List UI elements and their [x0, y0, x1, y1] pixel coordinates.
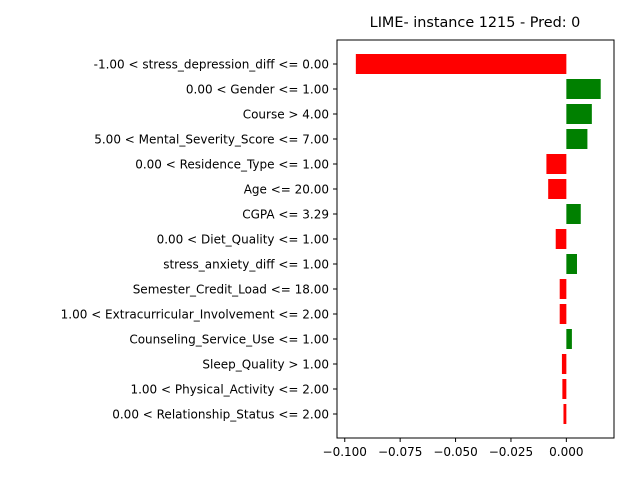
y-tick-label: Sleep_Quality > 1.00 — [202, 358, 329, 372]
x-tick-label: −0.100 — [323, 445, 367, 459]
bar — [546, 154, 567, 174]
y-tick-labels: -1.00 < stress_depression_diff <= 0.00 0.… — [61, 58, 337, 422]
x-ticks: −0.100 −0.075 −0.050 −0.025 0.000 — [323, 438, 584, 459]
y-tick-label: Semester_Credit_Load <= 18.00 — [133, 283, 329, 297]
y-tick-label: 0.00 < Diet_Quality <= 1.00 — [157, 233, 329, 247]
chart-title: LIME- instance 1215 - Pred: 0 — [370, 15, 581, 31]
x-tick-label: −0.050 — [433, 445, 477, 459]
bar — [548, 179, 567, 199]
bar — [566, 104, 592, 124]
bar — [559, 304, 567, 324]
bar — [559, 279, 567, 299]
y-tick-label: Counseling_Service_Use <= 1.00 — [129, 333, 329, 347]
bar — [566, 254, 577, 274]
y-tick-label: 5.00 < Mental_Severity_Score <= 7.00 — [94, 133, 329, 147]
bar — [555, 229, 567, 249]
y-tick-label: 0.00 < Residence_Type <= 1.00 — [135, 158, 329, 172]
y-tick-label: Age <= 20.00 — [244, 183, 329, 197]
bar — [566, 129, 588, 149]
y-tick-label: 1.00 < Physical_Activity <= 2.00 — [130, 383, 329, 397]
y-tick-label: -1.00 < stress_depression_diff <= 0.00 — [94, 58, 329, 72]
bar — [562, 379, 567, 399]
y-tick-label: 0.00 < Gender <= 1.00 — [186, 83, 329, 97]
x-tick-label: −0.025 — [489, 445, 533, 459]
bar — [561, 354, 567, 374]
bar — [566, 204, 581, 224]
y-tick-label: stress_anxiety_diff <= 1.00 — [163, 258, 329, 272]
bar — [563, 404, 567, 424]
x-tick-label: −0.075 — [378, 445, 422, 459]
bar — [566, 79, 601, 99]
bars-group — [355, 54, 601, 424]
plot-frame — [336, 39, 615, 439]
y-tick-label: 1.00 < Extracurricular_Involvement <= 2.… — [61, 308, 329, 322]
bar — [566, 329, 572, 349]
bar — [355, 54, 567, 74]
x-tick-label: 0.000 — [549, 445, 583, 459]
y-tick-label: CGPA <= 3.29 — [242, 208, 329, 222]
y-tick-label: Course > 4.00 — [243, 108, 329, 122]
y-tick-label: 0.00 < Relationship_Status <= 2.00 — [112, 408, 329, 422]
